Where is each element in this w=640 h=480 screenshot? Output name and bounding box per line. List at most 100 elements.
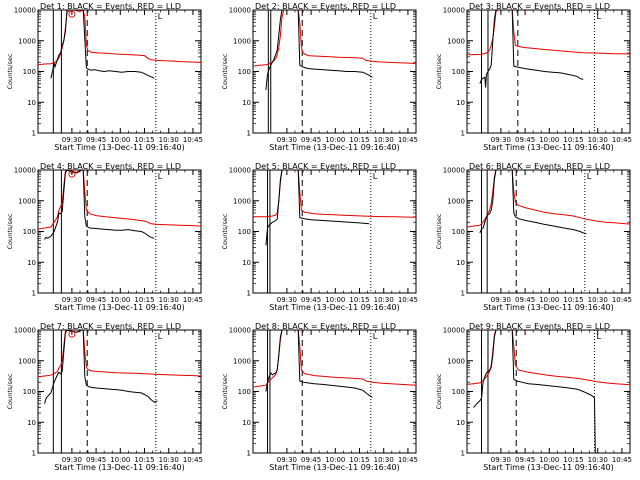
y-tick-label: 100 <box>452 68 465 76</box>
x-tick-label: 10:30 <box>374 296 394 304</box>
x-tick-label: 09:30 <box>491 136 511 144</box>
events-series-line <box>44 170 155 240</box>
y-tick-label: 1 <box>247 290 251 298</box>
x-axis-label: Start Time (13-Dec-11 09:16:40) <box>269 143 400 152</box>
detector-plot-4: Det 4: BLACK = Events, RED = LLD 1 10 100 10… <box>6 162 203 312</box>
x-tick-label: 10:30 <box>159 296 179 304</box>
x-tick-label: 10:45 <box>183 136 203 144</box>
x-tick-label: 10:00 <box>539 136 559 144</box>
x-tick-label: 10:15 <box>563 296 583 304</box>
x-tick-label: 10:30 <box>374 136 394 144</box>
x-tick-label: 10:45 <box>398 296 418 304</box>
y-tick-label: 10 <box>242 99 251 107</box>
events-series-line <box>473 330 596 453</box>
corner-glyph: L <box>158 12 163 21</box>
events-series-line <box>265 330 373 398</box>
y-tick-label: 10000 <box>443 167 465 175</box>
x-tick-label: 10:15 <box>563 456 583 464</box>
y-axis-label: Counts/sec <box>221 213 229 249</box>
y-axis-label: Counts/sec <box>6 213 14 249</box>
y-tick-label: 1000 <box>18 357 36 365</box>
y-tick-label: 1000 <box>447 357 465 365</box>
events-series-line <box>265 10 373 91</box>
plot-title: Det 6: BLACK = Events, RED = LLD <box>469 162 610 171</box>
y-tick-label: 1 <box>461 450 465 458</box>
y-tick-label: 1000 <box>233 197 251 205</box>
x-tick-label: 10:00 <box>110 456 130 464</box>
y-tick-label: 100 <box>452 228 465 236</box>
saturation-circle-marker <box>68 330 76 338</box>
events-series-line <box>479 10 584 88</box>
corner-glyph: L <box>373 12 378 21</box>
detector-plot-2: Det 2: BLACK = Events, RED = LLD 1 10 100 10… <box>221 2 418 152</box>
saturation-circle-marker <box>68 10 76 18</box>
lld-series-line <box>38 170 201 230</box>
x-tick-label: 10:30 <box>588 136 608 144</box>
y-tick-label: 10 <box>242 259 251 267</box>
lld-series-line <box>467 330 630 386</box>
x-tick-label: 09:45 <box>301 296 321 304</box>
plot-title: Det 8: BLACK = Events, RED = LLD <box>255 322 396 331</box>
x-tick-label: 10:00 <box>110 136 130 144</box>
x-tick-label: 09:45 <box>301 136 321 144</box>
x-tick-label: 09:30 <box>277 296 297 304</box>
y-axis-label: Counts/sec <box>221 53 229 89</box>
y-tick-label: 10000 <box>14 327 36 335</box>
y-tick-label: 10000 <box>14 7 36 15</box>
y-tick-label: 10 <box>456 99 465 107</box>
x-tick-label: 10:00 <box>325 456 345 464</box>
y-tick-label: 100 <box>238 388 251 396</box>
x-tick-label: 09:30 <box>277 456 297 464</box>
x-tick-label: 10:15 <box>349 296 369 304</box>
x-tick-label: 09:45 <box>301 456 321 464</box>
x-tick-label: 09:45 <box>86 296 106 304</box>
y-axis-label: Counts/sec <box>435 53 443 89</box>
plot-frame <box>466 169 631 294</box>
corner-glyph: L <box>596 12 601 21</box>
corner-glyph: L <box>596 332 601 341</box>
y-tick-label: 1 <box>247 450 251 458</box>
detector-plot-7: Det 7: BLACK = Events, RED = LLD 1 10 100 10… <box>6 322 203 472</box>
y-tick-label: 100 <box>238 228 251 236</box>
x-tick-label: 10:15 <box>134 456 154 464</box>
x-axis-label: Start Time (13-Dec-11 09:16:40) <box>54 463 185 472</box>
y-tick-label: 1 <box>247 130 251 138</box>
y-tick-label: 10 <box>27 99 36 107</box>
y-tick-label: 10000 <box>229 167 251 175</box>
events-series-line <box>265 170 370 246</box>
x-tick-label: 10:45 <box>398 136 418 144</box>
x-tick-label: 10:00 <box>539 296 559 304</box>
lld-series-line <box>467 10 630 56</box>
y-tick-label: 100 <box>23 68 36 76</box>
y-tick-label: 1000 <box>447 197 465 205</box>
plot-frame <box>252 9 417 134</box>
corner-glyph: L <box>373 332 378 341</box>
detector-plot-1: Det 1: BLACK = Events, RED = LLD 1 10 100 10… <box>6 2 203 152</box>
x-axis-label: Start Time (13-Dec-11 09:16:40) <box>54 303 185 312</box>
y-tick-label: 1000 <box>18 197 36 205</box>
y-tick-label: 1000 <box>233 357 251 365</box>
plot-frame <box>252 329 417 454</box>
detector-plot-8: Det 8: BLACK = Events, RED = LLD 1 10 100 10… <box>221 322 418 472</box>
x-tick-label: 10:15 <box>563 136 583 144</box>
y-tick-label: 10 <box>242 419 251 427</box>
x-tick-label: 09:30 <box>491 296 511 304</box>
y-tick-label: 1 <box>32 130 36 138</box>
plot-title: Det 1: BLACK = Events, RED = LLD <box>40 2 181 11</box>
x-tick-label: 09:45 <box>515 456 535 464</box>
x-tick-label: 09:30 <box>62 136 82 144</box>
plot-title: Det 2: BLACK = Events, RED = LLD <box>255 2 396 11</box>
corner-glyph: L <box>158 332 163 341</box>
corner-glyph: L <box>587 172 592 181</box>
detector-plot-5: Det 5: BLACK = Events, RED = LLD 1 10 100 10… <box>221 162 418 312</box>
y-tick-label: 10 <box>456 259 465 267</box>
plot-frame <box>37 169 202 294</box>
x-tick-label: 10:30 <box>588 456 608 464</box>
x-tick-label: 10:30 <box>159 456 179 464</box>
y-axis-label: Counts/sec <box>221 373 229 409</box>
plot-title: Det 7: BLACK = Events, RED = LLD <box>40 322 181 331</box>
y-tick-label: 1000 <box>18 37 36 45</box>
y-tick-label: 10 <box>27 259 36 267</box>
x-axis-label: Start Time (13-Dec-11 09:16:40) <box>269 303 400 312</box>
y-axis-label: Counts/sec <box>435 373 443 409</box>
